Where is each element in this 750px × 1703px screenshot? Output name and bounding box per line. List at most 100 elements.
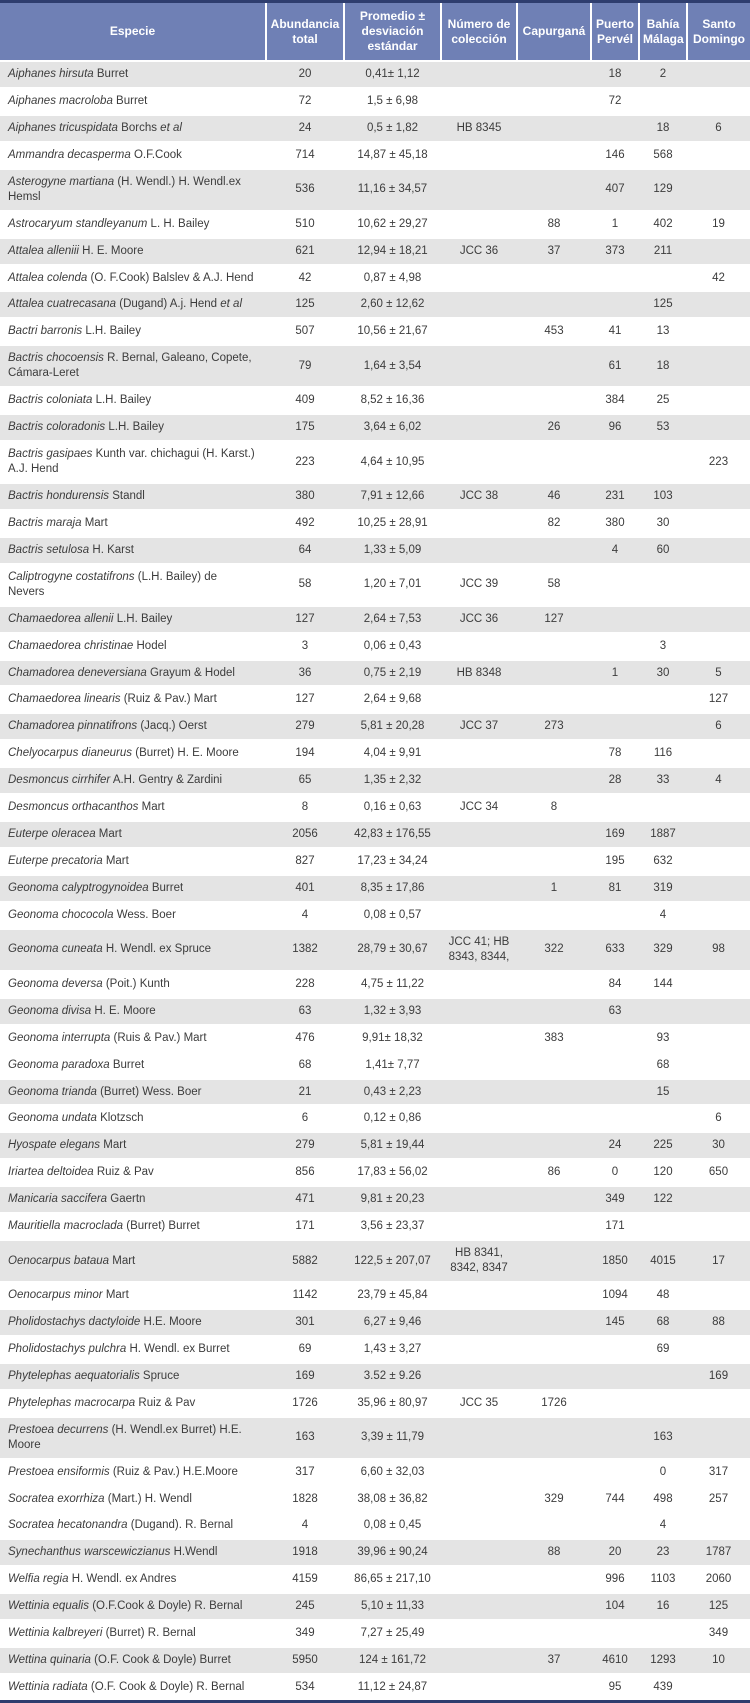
cell-puerto — [591, 1335, 639, 1364]
cell-colec — [441, 740, 517, 769]
species-name: Chamaedorea allenii — [8, 612, 114, 625]
cell-abund: 4159 — [266, 1566, 344, 1595]
cell-colec — [441, 901, 517, 930]
cell-especie: Prestoea ensiformis (Ruiz & Pav.) H.E.Mo… — [0, 1458, 266, 1487]
cell-colec — [441, 1593, 517, 1622]
cell-santo — [687, 1282, 750, 1310]
cell-prom: 3,39 ± 11,79 — [344, 1416, 441, 1460]
cell-bahia: 439 — [639, 1674, 687, 1703]
cell-especie: Wettinia kalbreyeri (Burret) R. Bernal — [0, 1620, 266, 1649]
table-row: Wettinia kalbreyeri (Burret) R. Bernal 34… — [0, 1620, 750, 1649]
cell-prom: 28,79 ± 30,67 — [344, 928, 441, 972]
cell-colec — [441, 1186, 517, 1215]
species-authority: H. Wendl. ex Andres — [71, 1573, 177, 1586]
table-row: Phytelephas aequatorialis Spruce 169 3.52 … — [0, 1362, 750, 1391]
cell-colec — [441, 291, 517, 320]
cell-puerto: 1 — [591, 659, 639, 688]
cell-colec: JCC 36 — [441, 605, 517, 634]
cell-abund: 58 — [266, 563, 344, 607]
header-row: Especie Abundancia total Promedio ± desvia… — [0, 1, 750, 62]
cell-colec — [441, 1282, 517, 1310]
cell-especie: Phytelephas aequatorialis Spruce — [0, 1362, 266, 1391]
cell-especie: Chamadorea deneversiana Grayum & Hodel — [0, 659, 266, 688]
cell-bahia: 2 — [639, 61, 687, 89]
species-name: Aiphanes macroloba — [8, 94, 113, 107]
table-row: Bactris gasipaes Kunth var. chichagui (H… — [0, 441, 750, 484]
cell-santo: 125 — [687, 1593, 750, 1622]
cell-santo: 6 — [687, 114, 750, 143]
table-row: Hyospate elegans Mart 279 5,81 ± 19,44 24 22… — [0, 1132, 750, 1161]
cell-abund: 64 — [266, 536, 344, 565]
cell-puerto — [591, 291, 639, 320]
cell-santo: 4 — [687, 767, 750, 796]
cell-bahia: 30 — [639, 509, 687, 538]
cell-bahia: 329 — [639, 928, 687, 972]
species-name: Desmoncus cirrhifer — [8, 774, 111, 787]
column-header-capur: Capurganá — [517, 1, 592, 62]
cell-bahia — [639, 686, 687, 715]
cell-prom: 11,12 ± 24,87 — [344, 1674, 441, 1703]
cell-abund: 279 — [266, 713, 344, 742]
cell-abund: 171 — [266, 1213, 344, 1242]
species-name-tail: et al — [160, 121, 182, 134]
species-name: Bactris chocoensis — [8, 352, 104, 365]
cell-colec — [441, 1362, 517, 1391]
cell-prom: 0,16 ± 0,63 — [344, 794, 441, 823]
cell-abund: 42 — [266, 264, 344, 293]
cell-puerto: 146 — [591, 141, 639, 170]
cell-colec — [441, 1308, 517, 1337]
cell-santo — [687, 997, 750, 1026]
species-name: Euterpe precatoria — [8, 855, 103, 868]
table-row: Phytelephas macrocarpa Ruiz & Pav 1726 35,… — [0, 1389, 750, 1418]
cell-capur — [517, 141, 591, 170]
cell-santo — [687, 414, 750, 443]
cell-santo: 88 — [687, 1308, 750, 1337]
cell-puerto: 78 — [591, 740, 639, 769]
cell-colec — [441, 1159, 517, 1188]
species-name: Wettinia equalis — [8, 1600, 89, 1613]
species-name: Geonoma calyptrogynoidea — [8, 882, 149, 894]
species-authority: Mart — [98, 828, 122, 841]
species-authority: L. H. Bailey — [150, 217, 210, 230]
species-name: Manicaria saccifera — [8, 1193, 108, 1206]
cell-puerto — [591, 1389, 639, 1418]
cell-capur — [517, 1335, 591, 1364]
cell-capur: 58 — [517, 563, 591, 607]
cell-bahia: 116 — [639, 740, 687, 769]
cell-bahia: 1887 — [639, 821, 687, 850]
cell-colec — [441, 1512, 517, 1541]
cell-especie: Geonoma chococola Wess. Boer — [0, 901, 266, 930]
species-name-tail: et al — [220, 298, 243, 311]
cell-capur — [517, 767, 591, 796]
cell-colec — [441, 1105, 517, 1134]
cell-santo — [687, 237, 750, 266]
table-body: Aiphanes hirsuta Burret 20 0,41± 1,12 18 2 Ai… — [0, 61, 750, 1703]
species-authority: H.Wendl — [173, 1546, 218, 1559]
species-name: Chamaedorea linearis — [8, 693, 121, 706]
column-header-bahia: Bahía Málaga — [639, 1, 688, 62]
species-authority: Mart — [141, 801, 165, 814]
cell-puerto: 349 — [591, 1186, 639, 1215]
cell-capur — [517, 1620, 591, 1649]
cell-santo — [687, 970, 750, 999]
cell-prom: 3.52 ± 9.26 — [344, 1362, 441, 1391]
cell-capur — [517, 1674, 591, 1703]
species-name: Euterpe oleracea — [8, 828, 96, 841]
cell-colec: JCC 34 — [441, 794, 517, 823]
cell-abund: 223 — [266, 441, 344, 484]
cell-bahia: 163 — [639, 1416, 687, 1460]
cell-bahia: 211 — [639, 237, 687, 266]
column-header-abund: Abundancia total — [266, 1, 345, 62]
cell-santo — [687, 901, 750, 930]
table-row: Chamaedorea allenii L.H. Bailey 127 2,64 ±… — [0, 605, 750, 634]
cell-santo — [687, 875, 750, 903]
species-authority: Burret — [112, 1058, 145, 1071]
species-authority: Hodel — [136, 639, 167, 652]
cell-santo — [687, 740, 750, 769]
cell-puerto — [591, 686, 639, 715]
table-row: Astrocaryum standleyanum L. H. Bailey 510… — [0, 210, 750, 239]
species-authority: Borchs — [121, 121, 157, 134]
cell-bahia — [639, 794, 687, 823]
cell-capur — [517, 632, 591, 661]
cell-colec: JCC 41; HB 8343, 8344, — [441, 928, 517, 972]
